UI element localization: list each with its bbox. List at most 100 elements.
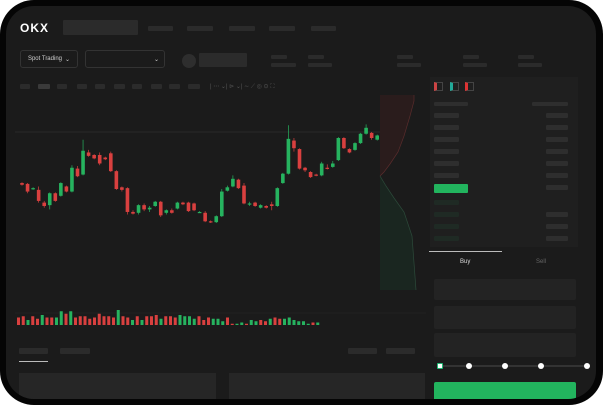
candle <box>214 215 219 223</box>
ask-amount <box>546 137 568 142</box>
timeframe-button[interactable] <box>77 84 87 89</box>
slider-stop-25[interactable] <box>466 363 472 369</box>
volume-bar <box>235 323 239 325</box>
slider-stop-0[interactable] <box>437 363 443 369</box>
candle <box>147 206 152 212</box>
volume-bar <box>287 317 291 325</box>
candle <box>314 173 318 177</box>
ask-amount <box>546 113 568 118</box>
ask-amount <box>546 161 568 166</box>
candle-body <box>164 210 169 213</box>
volume-bar <box>126 317 130 325</box>
stat-value <box>308 63 332 67</box>
orderbook-asks-icon[interactable] <box>465 82 474 91</box>
stat-label <box>397 55 413 59</box>
timeframe-button[interactable] <box>20 84 30 89</box>
orderbook-both-icon[interactable] <box>434 82 443 91</box>
candlestick-chart[interactable] <box>6 6 596 399</box>
volume-bar <box>240 322 244 325</box>
candle <box>220 189 224 218</box>
candle <box>258 204 263 209</box>
depth-asks-area <box>380 95 414 176</box>
candle-body <box>319 163 324 176</box>
bid-amount <box>546 212 568 217</box>
timeframe-button[interactable] <box>95 84 105 89</box>
nav-item[interactable] <box>148 26 173 31</box>
okx-logo[interactable]: OKX <box>20 21 50 35</box>
volume-bar <box>88 318 92 325</box>
ask-price <box>434 125 459 130</box>
candle <box>231 175 235 188</box>
filter-button[interactable] <box>386 348 415 354</box>
candle-body <box>136 205 141 213</box>
volume-bar <box>45 317 49 325</box>
timeframe-button[interactable] <box>169 84 180 89</box>
last-price-badge <box>434 184 468 193</box>
volume-bar <box>273 317 277 325</box>
buy-button[interactable] <box>434 382 576 399</box>
total-input[interactable] <box>434 333 576 357</box>
search-placeholder[interactable] <box>63 20 138 35</box>
candle <box>59 182 63 197</box>
volume-bar <box>302 321 305 325</box>
nav-item[interactable] <box>229 26 255 31</box>
candle <box>75 166 80 178</box>
candle-body <box>253 202 257 206</box>
tab-sell[interactable]: Sell <box>536 259 547 265</box>
nav-item[interactable] <box>311 26 336 31</box>
volume-bar <box>230 323 234 325</box>
candle-body <box>192 203 196 211</box>
candle <box>264 205 268 209</box>
timeframe-button[interactable] <box>151 84 162 89</box>
tab-order-history[interactable] <box>60 348 90 354</box>
slider-stop-100[interactable] <box>584 363 590 369</box>
candle-body <box>59 183 63 196</box>
amount-slider-track[interactable] <box>439 365 589 367</box>
filter-button[interactable] <box>348 348 377 354</box>
timeframe-button[interactable] <box>114 84 125 89</box>
candle <box>109 151 113 172</box>
market-type-dropdown[interactable]: Spot Trading ⌄ <box>20 50 78 68</box>
candle <box>158 200 163 218</box>
bid-amount <box>546 236 568 241</box>
candle <box>369 132 374 140</box>
volume-bar <box>55 317 58 325</box>
candle <box>114 170 119 190</box>
tab-open-orders[interactable] <box>19 348 48 354</box>
nav-item[interactable] <box>269 26 295 31</box>
orderbook-bids-icon[interactable] <box>450 82 459 91</box>
volume-bar <box>169 316 172 325</box>
volume-bar <box>154 315 158 325</box>
bid-amount <box>546 224 568 229</box>
candle <box>192 202 196 212</box>
candle-body <box>364 127 368 134</box>
candle <box>269 201 274 211</box>
timeframe-button[interactable] <box>38 84 50 89</box>
candle <box>325 164 330 170</box>
candle <box>175 201 180 210</box>
amount-input[interactable] <box>434 306 576 329</box>
volume-bar <box>164 316 168 325</box>
ask-price <box>434 173 459 178</box>
chart-tools[interactable]: | ⋯ ⌄| ⊳ ⌄| ∼ ⟋ ◎ ⊙ ⛶ <box>210 84 275 90</box>
timeframe-button[interactable] <box>57 84 67 89</box>
nav-item[interactable] <box>187 26 213 31</box>
active-tab-underline <box>429 251 502 252</box>
volume-bar <box>17 317 20 325</box>
ask-price <box>434 137 459 142</box>
timeframe-button[interactable] <box>188 84 200 89</box>
slider-stop-75[interactable] <box>538 363 544 369</box>
candle-body <box>225 187 230 191</box>
candle <box>203 211 207 223</box>
tab-buy[interactable]: Buy <box>460 259 471 265</box>
timeframe-button[interactable] <box>132 84 142 89</box>
stat-value <box>397 63 421 67</box>
bid-price <box>434 200 459 205</box>
ask-amount <box>546 173 568 178</box>
candle-body <box>258 205 263 208</box>
depth-bids-area <box>380 176 416 290</box>
price-input[interactable] <box>434 279 576 300</box>
candle-body <box>208 221 213 223</box>
slider-stop-50[interactable] <box>502 363 508 369</box>
pair-select[interactable]: ⌄ <box>85 50 165 68</box>
